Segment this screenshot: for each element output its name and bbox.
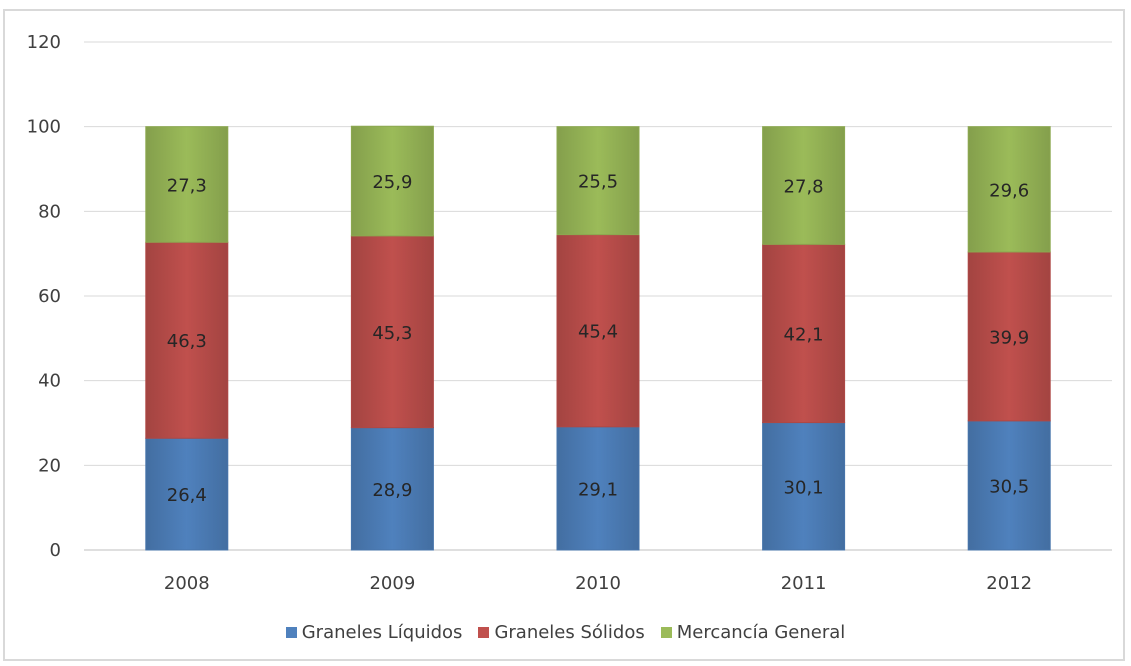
y-tick-label: 100 — [27, 117, 61, 138]
bar-segment — [762, 422, 846, 551]
bar-segment — [350, 125, 434, 237]
data-label: 28,9 — [372, 480, 412, 501]
data-label: 46,3 — [167, 331, 207, 352]
legend-swatch — [660, 627, 672, 638]
bar-segment — [967, 126, 1051, 253]
bar-segment — [556, 126, 640, 236]
y-axis: 0 20 40 60 80 100 120 — [27, 32, 61, 561]
bar-segment — [350, 427, 434, 551]
bar-segment — [967, 251, 1051, 422]
legend-label: Mercancía General — [676, 622, 846, 643]
x-tick-label: 2010 — [575, 573, 621, 594]
legend-item: Graneles Líquidos — [285, 622, 463, 643]
bar-segment — [145, 437, 229, 551]
y-tick-label: 80 — [38, 201, 61, 222]
bar-segment — [556, 234, 640, 428]
data-label: 39,9 — [989, 327, 1029, 348]
legend-label: Graneles Sólidos — [494, 622, 645, 643]
data-label: 29,6 — [989, 180, 1029, 201]
y-tick-label: 20 — [38, 455, 61, 476]
data-label: 26,4 — [167, 485, 207, 506]
x-tick-label: 2008 — [164, 573, 210, 594]
data-label: 25,5 — [578, 172, 618, 193]
data-label: 27,3 — [167, 175, 207, 196]
bar-segment — [967, 420, 1051, 551]
data-label: 30,1 — [784, 477, 824, 498]
bars — [145, 125, 1051, 551]
data-label: 25,9 — [372, 172, 412, 193]
y-tick-label: 120 — [27, 32, 61, 53]
data-label: 45,4 — [578, 322, 618, 343]
legend-swatch — [478, 627, 490, 638]
y-tick-label: 60 — [38, 286, 61, 307]
data-labels: 26,4 46,3 27,3 28,9 45,3 25,9 29,1 45,4 25,5 30,1… — [167, 172, 1029, 506]
bar-segment — [762, 126, 846, 245]
data-label: 29,1 — [578, 479, 618, 500]
bar-segment — [556, 426, 640, 551]
y-tick-label: 40 — [38, 371, 61, 392]
legend-item: Mercancía General — [660, 622, 846, 643]
y-tick-label: 0 — [50, 540, 61, 561]
data-label: 42,1 — [784, 324, 824, 345]
legend-item: Graneles Sólidos — [478, 622, 645, 643]
legend: Graneles Líquidos Graneles Sólidos Mercanc… — [0, 622, 1131, 643]
x-tick-label: 2011 — [781, 573, 827, 594]
bar-segment — [145, 126, 229, 243]
data-label: 27,8 — [784, 177, 824, 198]
bar-segment — [762, 243, 846, 424]
legend-swatch — [285, 627, 297, 638]
x-axis: 2008 2009 2010 2011 2012 — [164, 573, 1032, 594]
data-label: 45,3 — [372, 323, 412, 344]
x-tick-label: 2009 — [369, 573, 415, 594]
bar-segment — [350, 235, 434, 429]
bar-segment — [145, 241, 229, 439]
x-tick-label: 2012 — [986, 573, 1032, 594]
data-label: 30,5 — [989, 476, 1029, 497]
legend-label: Graneles Líquidos — [301, 622, 463, 643]
